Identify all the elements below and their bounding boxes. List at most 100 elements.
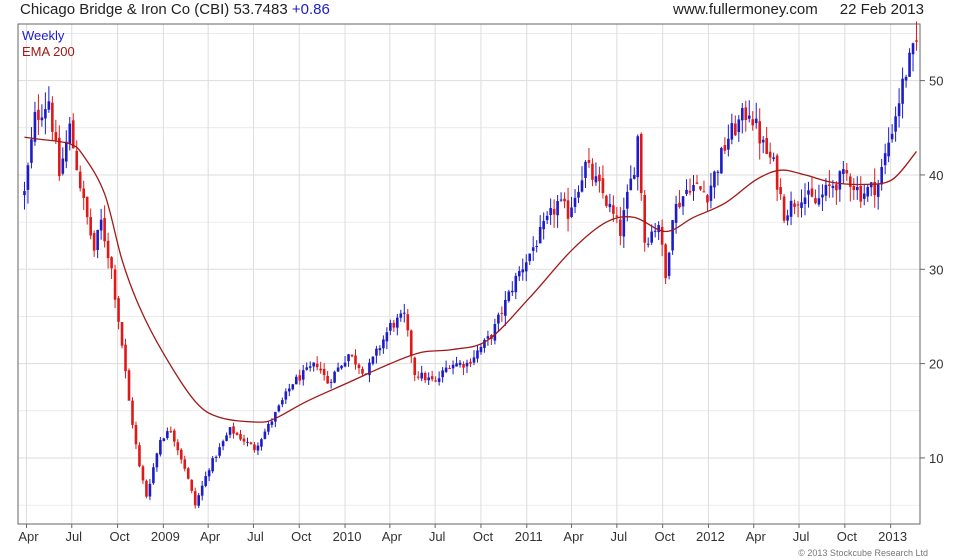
candle xyxy=(887,127,890,163)
candle xyxy=(761,136,765,154)
candle-body xyxy=(448,368,451,370)
candle xyxy=(159,436,162,457)
candle xyxy=(214,455,218,463)
candle xyxy=(667,251,671,280)
candle xyxy=(709,172,713,209)
candle xyxy=(120,321,124,349)
candle xyxy=(382,335,385,354)
candle-body xyxy=(897,103,901,117)
candle xyxy=(315,356,319,371)
candle-body xyxy=(789,200,793,217)
candle-body xyxy=(402,312,406,314)
candle-body xyxy=(347,354,350,362)
x-tick-label: Apr xyxy=(563,529,584,544)
candle-body xyxy=(883,153,887,166)
copyright-notice: © 2013 Stockcube Research Ltd xyxy=(798,548,928,558)
candle-body xyxy=(350,354,354,357)
candle xyxy=(542,212,545,240)
candle-body xyxy=(312,362,315,367)
candle-body xyxy=(807,190,810,195)
candle xyxy=(855,176,859,200)
candle xyxy=(598,166,601,193)
candle xyxy=(399,309,403,322)
candle xyxy=(904,74,908,88)
candle xyxy=(639,132,643,201)
candle xyxy=(336,362,340,373)
candle-body xyxy=(817,198,821,205)
candle xyxy=(535,240,538,253)
y-tick-label: 50 xyxy=(929,74,943,89)
candle xyxy=(413,356,417,382)
candle-body xyxy=(239,433,242,440)
candle-body xyxy=(904,76,908,81)
plot-frame xyxy=(17,23,921,525)
candle xyxy=(155,452,159,472)
candle-body xyxy=(113,269,117,300)
candle-body xyxy=(64,141,68,162)
candle xyxy=(859,176,863,209)
candle xyxy=(702,180,706,193)
candle-body xyxy=(329,381,333,383)
candle xyxy=(357,362,361,374)
candle xyxy=(54,119,58,145)
candle-body xyxy=(127,370,131,401)
candle-body xyxy=(605,195,608,206)
x-tick-label: Oct xyxy=(109,529,130,544)
candle xyxy=(204,471,207,488)
candle-body xyxy=(343,362,347,367)
candle xyxy=(538,215,542,244)
candle-body xyxy=(517,271,521,277)
candle xyxy=(660,219,664,257)
candle xyxy=(162,437,166,442)
x-tick-label: Jul xyxy=(611,529,628,544)
candle xyxy=(517,266,521,281)
candle xyxy=(664,243,667,284)
candle xyxy=(197,493,200,508)
x-tick-label: 2012 xyxy=(696,529,725,544)
candle xyxy=(472,350,476,366)
candle-body xyxy=(389,323,392,331)
candle xyxy=(127,368,131,401)
candle-body xyxy=(162,438,166,441)
candle-body xyxy=(437,378,441,382)
candle xyxy=(786,209,789,226)
candle-body xyxy=(242,438,246,442)
candle-body xyxy=(322,368,326,376)
candle xyxy=(716,170,720,186)
candlestick-series xyxy=(23,21,918,509)
candle-body xyxy=(838,171,842,190)
candle xyxy=(409,329,413,363)
candle-body xyxy=(298,375,302,381)
candle xyxy=(263,428,267,440)
candle xyxy=(221,439,225,451)
candle xyxy=(758,108,762,160)
candle-body xyxy=(326,375,329,384)
candle xyxy=(556,195,559,228)
candle xyxy=(148,478,152,501)
candle-body xyxy=(629,178,633,191)
candle xyxy=(26,162,30,204)
candle xyxy=(416,371,420,380)
candle xyxy=(671,219,674,255)
candle-body xyxy=(622,210,626,237)
candle-body xyxy=(371,356,375,364)
candle xyxy=(845,162,849,182)
x-tick-label: Apr xyxy=(746,529,767,544)
candle-body xyxy=(824,184,828,196)
candle xyxy=(437,371,441,386)
site-link[interactable]: www.fullermoney.com xyxy=(672,1,818,18)
x-tick-label: 2009 xyxy=(151,529,180,544)
candle xyxy=(183,455,187,472)
candle-body xyxy=(573,197,577,207)
candle-body xyxy=(754,118,758,124)
candle xyxy=(106,232,110,269)
candle-body xyxy=(476,350,479,359)
candle xyxy=(486,330,490,346)
candle-body xyxy=(619,219,622,236)
x-tick-label: Apr xyxy=(18,529,39,544)
candle-body xyxy=(117,298,120,322)
candle xyxy=(612,195,615,222)
candle xyxy=(817,184,821,207)
candle xyxy=(800,189,803,218)
candle-body xyxy=(890,133,894,140)
